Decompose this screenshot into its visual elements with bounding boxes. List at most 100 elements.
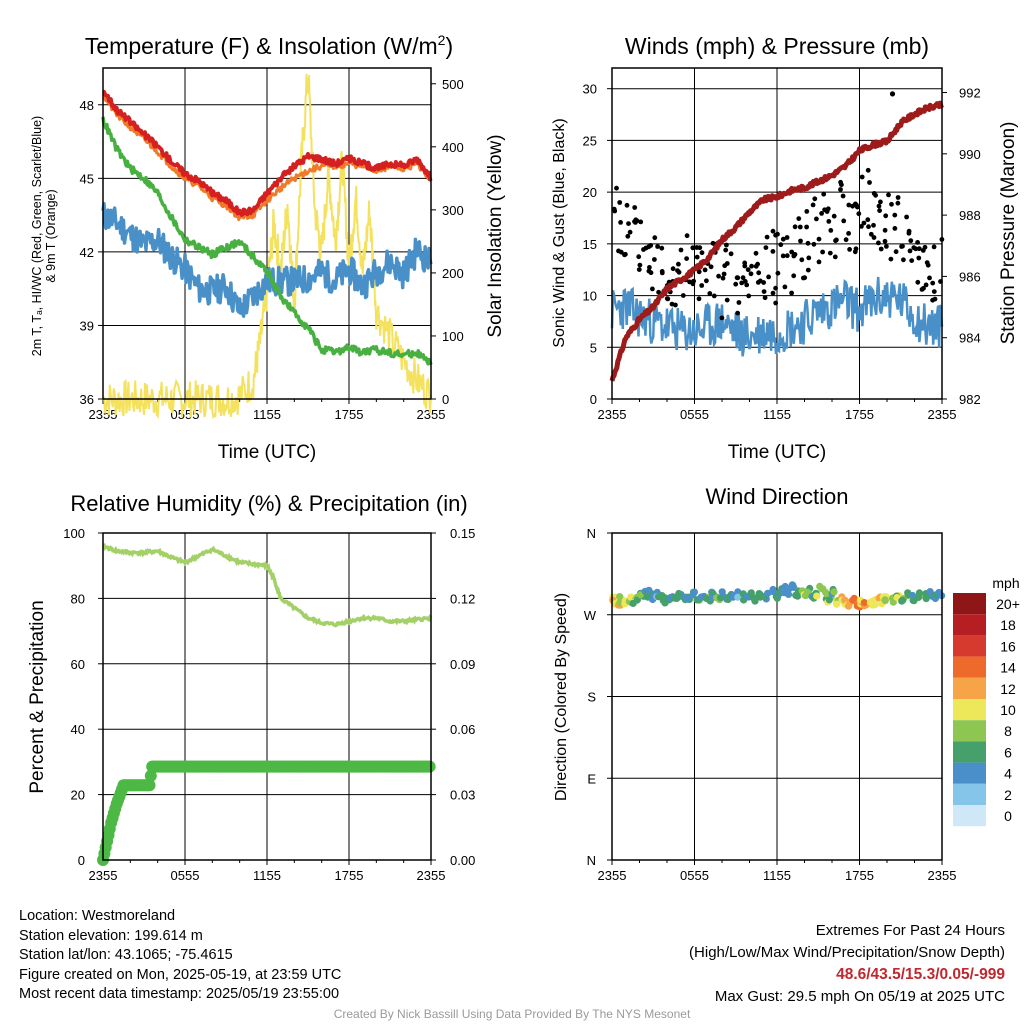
gust-point (778, 242, 784, 248)
gust-point (814, 216, 819, 222)
gust-point (831, 213, 837, 219)
direction-point (689, 591, 697, 599)
y2-tick-label: 0.09 (450, 657, 475, 672)
x-tick-label: 2355 (89, 868, 118, 883)
gust-point (816, 236, 822, 242)
gust-point (634, 218, 640, 224)
gust-point (684, 233, 690, 239)
gust-point (676, 269, 682, 275)
y-tick-label: 100 (63, 526, 85, 541)
y-tick-label: 48 (80, 98, 94, 113)
gust-point (659, 269, 665, 274)
gust-point (740, 275, 746, 281)
gust-point (724, 297, 730, 303)
gust-point (866, 224, 871, 230)
legend-label: 6 (1004, 744, 1012, 760)
gust-point (625, 233, 631, 239)
gust-point (770, 290, 776, 296)
gust-point (907, 248, 913, 254)
gust-point (810, 202, 816, 208)
direction-point (822, 588, 830, 596)
gust-point (702, 267, 708, 273)
y-axis-label: 2m T, Tₐ, HI/WC (Red, Green, Scarlet/Blu… (30, 116, 58, 356)
gust-point (710, 240, 716, 246)
gust-point (899, 244, 904, 249)
x-tick-label: 1755 (845, 868, 874, 883)
gust-point (827, 250, 833, 256)
gust-point (735, 310, 740, 316)
gust-point (614, 185, 619, 191)
gust-point (833, 238, 838, 244)
gust-point (724, 242, 729, 248)
gust-point (927, 275, 932, 281)
gust-point (796, 216, 802, 222)
gust-point (773, 285, 778, 291)
gust-point (901, 257, 906, 263)
y2-tick-label: 0.06 (450, 722, 475, 737)
direction-point (825, 596, 833, 604)
gust-point (921, 285, 926, 291)
gust-point (736, 300, 742, 305)
gust-point (648, 270, 654, 276)
gust-point (895, 195, 901, 200)
gust-point (637, 262, 643, 268)
gust-point (868, 231, 874, 237)
x-tick-label: 2355 (89, 407, 118, 422)
gust-point (871, 235, 877, 240)
gust-point (892, 226, 898, 231)
gust-point (859, 224, 864, 229)
gust-point (636, 267, 642, 272)
legend-label: 8 (1004, 723, 1012, 739)
gust-point (812, 196, 818, 202)
max-gust-point (889, 91, 896, 97)
chart-title: Winds (mph) & Pressure (mb) (625, 33, 929, 59)
direction-point (935, 589, 943, 597)
legend-label: 12 (1000, 681, 1016, 697)
legend-swatch (953, 677, 986, 699)
gust-point (711, 293, 717, 299)
gust-point (915, 240, 920, 245)
gust-point (770, 249, 776, 254)
gust-point (757, 278, 763, 284)
gust-point (904, 214, 909, 220)
y2-tick-label: 0.15 (450, 526, 475, 541)
gust-point (852, 249, 858, 255)
x-tick-label: 2355 (417, 407, 446, 422)
gust-point (690, 245, 696, 251)
gust-point (801, 275, 806, 281)
gust-point (878, 246, 884, 252)
plot-frame (102, 67, 432, 400)
y-axis-label: Direction (Colored By Speed) (553, 593, 570, 801)
gust-point (922, 244, 928, 250)
gust-point (876, 240, 881, 246)
y-tick-label: N (587, 526, 596, 541)
y-tick-label: 0 (590, 392, 597, 407)
legend-label: 2 (1004, 787, 1012, 803)
x-tick-label: 1755 (335, 868, 364, 883)
gust-point (696, 269, 702, 275)
gust-point (626, 221, 631, 227)
gust-point (664, 296, 670, 301)
legend-swatch (953, 699, 986, 721)
gust-point (749, 263, 754, 269)
direction-point (915, 589, 924, 597)
gust-point (627, 229, 633, 235)
legend-label: 18 (1000, 617, 1016, 633)
gust-point (846, 202, 852, 208)
gust-point (861, 220, 867, 226)
x-axis-label: Time (UTC) (218, 442, 317, 463)
x-tick-label: 0555 (680, 407, 709, 422)
gust-point (916, 246, 922, 252)
chart-title: Relative Humidity (%) & Precipitation (i… (70, 491, 467, 516)
gust-point (691, 278, 696, 284)
direction-point (850, 594, 858, 603)
gust-point (748, 271, 754, 277)
y-tick-label: 60 (71, 657, 85, 672)
gust-point (763, 245, 769, 251)
gust-point (670, 266, 676, 272)
direction-point (926, 588, 934, 596)
gust-point (867, 180, 872, 185)
gust-point (669, 301, 675, 307)
gust-point (821, 191, 827, 197)
